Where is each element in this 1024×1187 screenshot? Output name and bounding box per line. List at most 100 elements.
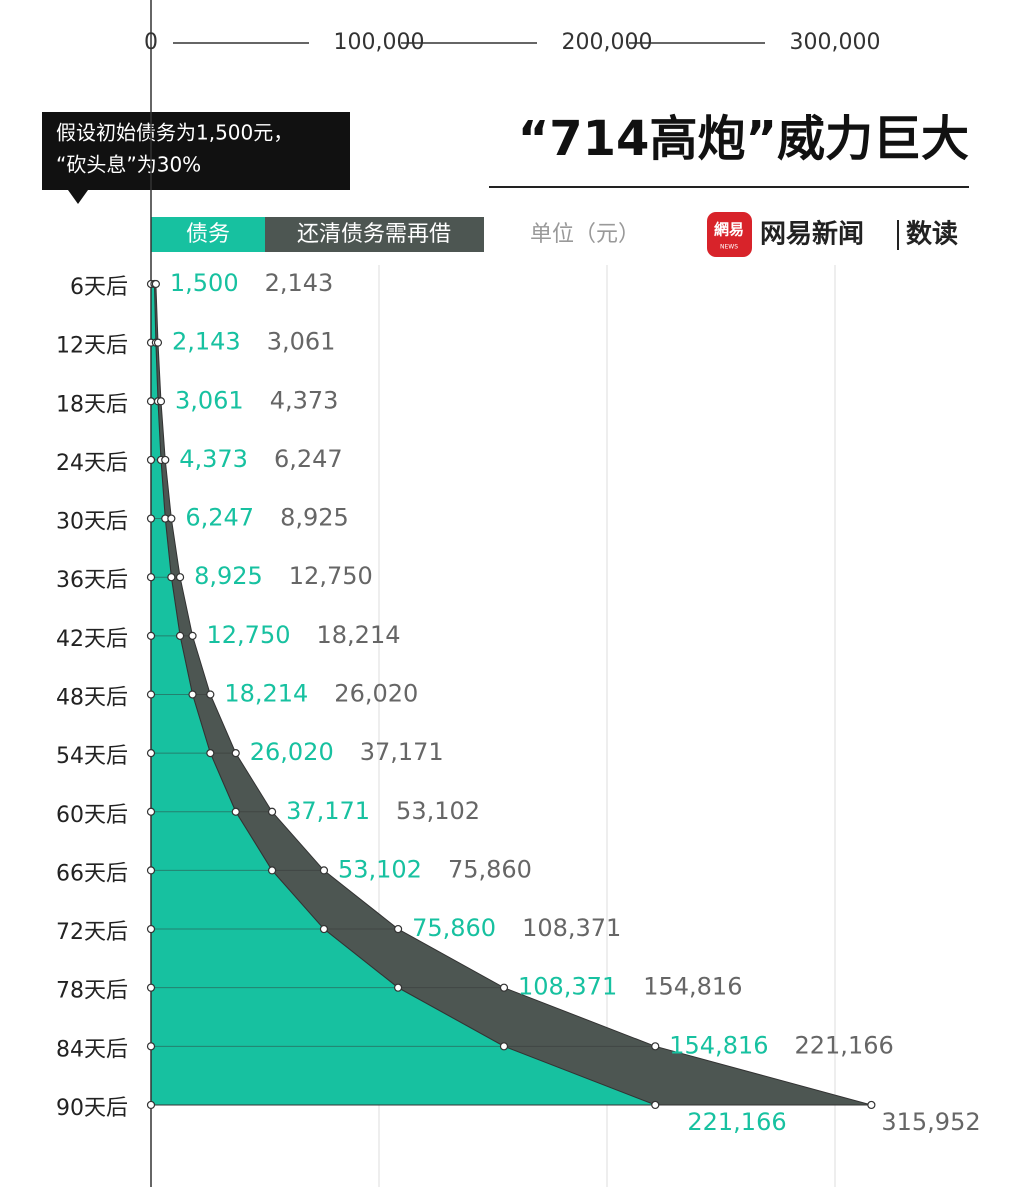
zero-dot [146,924,156,934]
chart-title: “714高炮”威力巨大 [518,111,969,167]
value-label: 3,061 [267,328,336,356]
legend-swatch [265,217,484,252]
y-tick-label: 6天后 [70,275,128,300]
value-label: 6,247 [185,504,254,532]
point [231,807,240,816]
zero-dot [146,1100,156,1110]
legend-label: 还清债务需再借 [297,222,451,247]
value-label: 2,143 [172,328,241,356]
value-label: 4,373 [270,386,339,414]
point [167,573,176,582]
point [319,924,329,934]
y-tick-label: 72天后 [56,920,128,945]
point [267,807,277,816]
annotation-line: “砍头息”为30% [56,153,201,177]
point [206,690,215,699]
value-label: 37,171 [360,738,444,766]
zero-dot [146,455,156,465]
y-tick-label: 36天后 [56,568,128,593]
value-label: 18,214 [224,679,308,707]
logo-text: 網易 [714,221,744,239]
annotation-line: 假设初始债务为1,500元， [56,121,293,145]
source-sub: 数读 [906,220,958,250]
zero-dot [146,397,156,406]
value-label: 108,371 [522,914,621,942]
y-tick-label: 30天后 [56,510,128,535]
value-label: 2,143 [265,269,334,297]
zero-dot [146,573,156,582]
zero-dot [146,807,156,816]
point [188,631,197,640]
zero-dot [146,514,156,523]
value-label: 154,816 [669,1031,768,1059]
value-label: 37,171 [286,797,370,825]
zero-dot [146,1042,156,1051]
zero-dot [146,866,156,875]
value-label: 18,214 [317,621,401,649]
value-label: 8,925 [280,504,349,532]
point [651,1100,660,1110]
value-label: 8,925 [194,562,263,590]
logo-icon [707,212,752,257]
value-label: 26,020 [250,738,334,766]
annotation-pointer [68,190,88,204]
y-tick-label: 78天后 [56,979,128,1004]
point [231,749,240,758]
legend-swatch [151,217,265,252]
area [150,283,656,1106]
point [167,514,176,523]
y-tick-label: 48天后 [56,685,128,710]
source: 网易新闻 [760,219,864,250]
value-label: 221,166 [687,1108,786,1136]
y-tick-label: 60天后 [56,803,128,828]
annotation-box [42,112,350,190]
value-label: 315,952 [881,1108,980,1136]
x-tick-label: 300,000 [790,30,881,55]
point [393,924,403,934]
value-label: 4,373 [179,445,248,473]
y-tick-label: 12天后 [56,334,128,359]
zero-dot [146,631,156,640]
point [499,983,509,992]
point [175,631,185,640]
point [156,397,166,406]
value-label: 108,371 [518,973,617,1001]
point [499,1042,509,1051]
value-label: 221,166 [795,1031,894,1059]
unit-label: 单位（元） [530,222,640,247]
point [651,1042,660,1051]
y-tick-label: 18天后 [56,392,128,417]
value-label: 75,860 [412,914,496,942]
zero-dot [146,690,156,699]
y-tick-label: 90天后 [56,1096,128,1121]
value-label: 154,816 [643,973,742,1001]
point [319,866,329,875]
value-label: 53,102 [396,797,480,825]
point [393,983,403,992]
value-label: 12,750 [207,621,291,649]
point [188,690,197,699]
value-label: 1,500 [170,269,239,297]
point [153,338,163,347]
point [175,573,185,582]
logo-sub: NEWS [720,244,738,251]
point [151,279,160,289]
y-tick-label: 54天后 [56,744,128,769]
y-tick-label: 24天后 [56,451,128,476]
y-tick-label: 42天后 [56,627,128,652]
point [267,866,277,875]
legend-label: 债务 [186,222,230,247]
value-label: 75,860 [448,855,532,883]
value-label: 26,020 [334,679,418,707]
point [206,749,215,758]
value-label: 6,247 [274,445,343,473]
value-label: 53,102 [338,855,422,883]
y-tick-label: 66天后 [56,861,128,886]
point [867,1100,876,1110]
zero-dot [146,983,156,992]
value-label: 12,750 [289,562,373,590]
value-label: 3,061 [175,386,244,414]
y-tick-label: 84天后 [56,1037,128,1062]
point [161,455,170,465]
